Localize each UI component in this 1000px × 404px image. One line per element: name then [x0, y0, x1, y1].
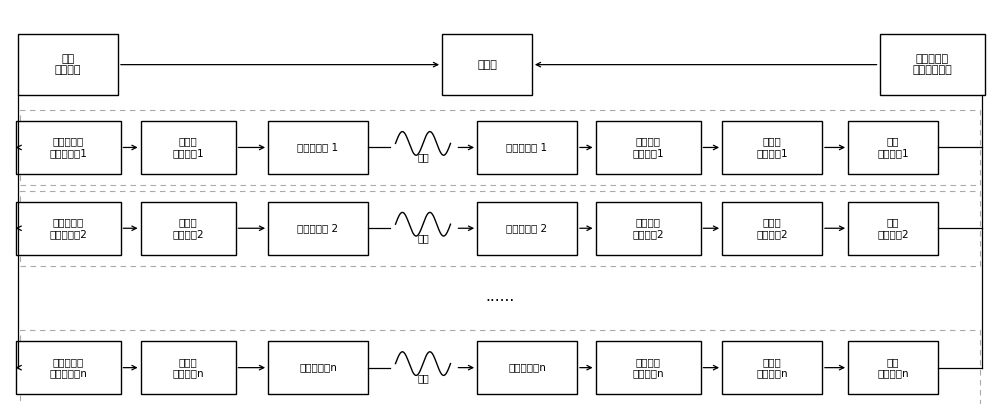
Bar	[880, 34, 985, 95]
Bar	[18, 34, 118, 95]
Bar	[596, 202, 700, 255]
Bar	[477, 121, 577, 174]
Text: 可控增益
放大电路2: 可控增益 放大电路2	[632, 217, 664, 239]
Bar	[848, 202, 938, 255]
Bar	[596, 341, 700, 394]
Text: 抗混叠
滤波电路1: 抗混叠 滤波电路1	[756, 137, 788, 158]
Bar	[722, 202, 822, 255]
Text: 接收单线圈n: 接收单线圈n	[508, 363, 546, 372]
Text: 高速
采集电路1: 高速 采集电路1	[877, 137, 909, 158]
Bar	[848, 341, 938, 394]
Text: 高速
采集电路2: 高速 采集电路2	[877, 217, 909, 239]
Text: 高速
采集电路n: 高速 采集电路n	[877, 357, 909, 379]
Text: 发射单线圈n: 发射单线圈n	[299, 363, 337, 372]
Bar	[16, 202, 120, 255]
Bar	[16, 121, 120, 174]
Bar	[20, 330, 980, 404]
Text: 发射
控制电路: 发射 控制电路	[55, 54, 81, 76]
Bar	[268, 341, 368, 394]
Text: 大功率
放大电路2: 大功率 放大电路2	[172, 217, 204, 239]
Bar	[848, 121, 938, 174]
Bar	[442, 34, 532, 95]
Bar	[140, 121, 236, 174]
Text: 导波: 导波	[417, 373, 429, 383]
Text: 正弦脉冲信
号发生电路1: 正弦脉冲信 号发生电路1	[49, 137, 87, 158]
Text: 可控增益
放大电路n: 可控增益 放大电路n	[632, 357, 664, 379]
Text: 接收单线圈 1: 接收单线圈 1	[506, 143, 548, 152]
Text: 抗混叠
滤波电路2: 抗混叠 滤波电路2	[756, 217, 788, 239]
Text: ......: ......	[485, 289, 515, 305]
Bar	[268, 121, 368, 174]
Text: 可控增益
放大电路1: 可控增益 放大电路1	[632, 137, 664, 158]
Text: 大功率
放大电路1: 大功率 放大电路1	[172, 137, 204, 158]
Text: 发射单线圈 1: 发射单线圈 1	[297, 143, 339, 152]
Bar	[20, 110, 980, 185]
Text: 大功率
放大电路n: 大功率 放大电路n	[172, 357, 204, 379]
Bar	[596, 121, 700, 174]
Bar	[477, 341, 577, 394]
Text: 导波: 导波	[417, 234, 429, 243]
Bar	[140, 341, 236, 394]
Bar	[722, 121, 822, 174]
Text: 上位机: 上位机	[477, 60, 497, 69]
Text: 正弦脉冲信
号发生电路2: 正弦脉冲信 号发生电路2	[49, 217, 87, 239]
Text: 正弦脉冲信
号发生电路n: 正弦脉冲信 号发生电路n	[49, 357, 87, 379]
Text: 抗混叠
滤波电路n: 抗混叠 滤波电路n	[756, 357, 788, 379]
Bar	[268, 202, 368, 255]
Bar	[16, 341, 120, 394]
Text: 发射单线圈 2: 发射单线圈 2	[297, 223, 339, 233]
Bar	[477, 202, 577, 255]
Bar	[722, 341, 822, 394]
Bar	[140, 202, 236, 255]
Text: 接收单线圈 2: 接收单线圈 2	[506, 223, 548, 233]
Text: 接收控制及
数据传输电路: 接收控制及 数据传输电路	[912, 54, 952, 76]
Text: 导波: 导波	[417, 153, 429, 162]
Bar	[20, 191, 980, 266]
